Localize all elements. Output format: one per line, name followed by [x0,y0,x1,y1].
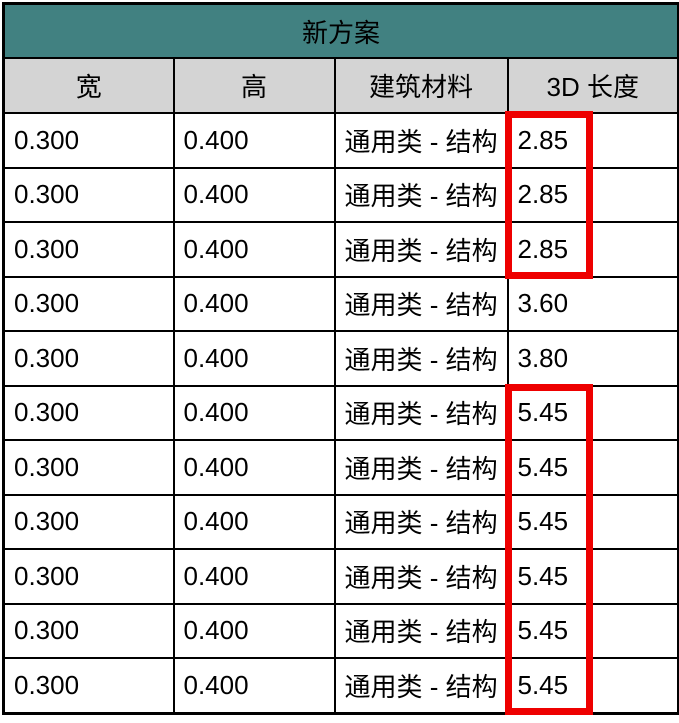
cell-material: 通用类 - 结构 [333,602,509,659]
cell-length: 5.45 [506,493,679,550]
cell-height: 0.400 [172,548,336,605]
table-row: 0.300 0.400 通用类 - 结构 5.45 [2,602,679,659]
table-row: 0.300 0.400 通用类 - 结构 5.45 [2,439,679,496]
table-row: 0.300 0.400 通用类 - 结构 5.45 [2,548,679,605]
table-row: 0.300 0.400 通用类 - 结构 5.45 [2,384,679,441]
column-header-width: 宽 [2,57,175,114]
cell-length: 5.45 [506,439,679,496]
cell-width: 0.300 [2,439,175,496]
table-row: 0.300 0.400 通用类 - 结构 5.45 [2,493,679,550]
cell-width: 0.300 [2,384,175,441]
cell-material: 通用类 - 结构 [333,166,509,223]
cell-length: 5.45 [506,384,679,441]
cell-width: 0.300 [2,330,175,387]
table-row: 0.300 0.400 通用类 - 结构 3.60 [2,275,679,332]
cell-length: 2.85 [506,221,679,278]
cell-length: 2.85 [506,112,679,169]
cell-height: 0.400 [172,221,336,278]
cell-length: 2.85 [506,166,679,223]
cell-width: 0.300 [2,275,175,332]
cell-height: 0.400 [172,384,336,441]
cell-material: 通用类 - 结构 [333,439,509,496]
cell-length: 5.45 [506,657,679,714]
table-row: 0.300 0.400 通用类 - 结构 2.85 [2,221,679,278]
table-row: 0.300 0.400 通用类 - 结构 2.85 [2,166,679,223]
cell-width: 0.300 [2,493,175,550]
cell-width: 0.300 [2,221,175,278]
cell-height: 0.400 [172,493,336,550]
cell-height: 0.400 [172,602,336,659]
table-row: 0.300 0.400 通用类 - 结构 2.85 [2,112,679,169]
cell-height: 0.400 [172,330,336,387]
cell-material: 通用类 - 结构 [333,493,509,550]
cell-height: 0.400 [172,275,336,332]
cell-length: 3.80 [506,330,679,387]
cell-length: 5.45 [506,548,679,605]
cell-width: 0.300 [2,657,175,714]
cell-length: 3.60 [506,275,679,332]
column-header-height: 高 [172,57,336,114]
cell-height: 0.400 [172,439,336,496]
header-row: 宽 高 建筑材料 3D 长度 [2,57,679,114]
cell-material: 通用类 - 结构 [333,275,509,332]
cell-height: 0.400 [172,657,336,714]
cell-material: 通用类 - 结构 [333,548,509,605]
table-title: 新方案 [2,2,679,59]
table-row: 0.300 0.400 通用类 - 结构 3.80 [2,330,679,387]
cell-width: 0.300 [2,548,175,605]
cell-material: 通用类 - 结构 [333,112,509,169]
table-row: 0.300 0.400 通用类 - 结构 5.45 [2,657,679,714]
cell-material: 通用类 - 结构 [333,221,509,278]
cell-width: 0.300 [2,166,175,223]
column-header-3d-length: 3D 长度 [506,57,679,114]
cell-height: 0.400 [172,166,336,223]
cell-width: 0.300 [2,602,175,659]
table-body: 0.300 0.400 通用类 - 结构 2.85 0.300 0.400 通用类 - 结构… [2,112,679,714]
cell-height: 0.400 [172,112,336,169]
cell-length: 5.45 [506,602,679,659]
title-row: 新方案 [2,2,679,59]
cell-material: 通用类 - 结构 [333,657,509,714]
column-header-material: 建筑材料 [333,57,509,114]
cell-material: 通用类 - 结构 [333,384,509,441]
cell-width: 0.300 [2,112,175,169]
cell-material: 通用类 - 结构 [333,330,509,387]
